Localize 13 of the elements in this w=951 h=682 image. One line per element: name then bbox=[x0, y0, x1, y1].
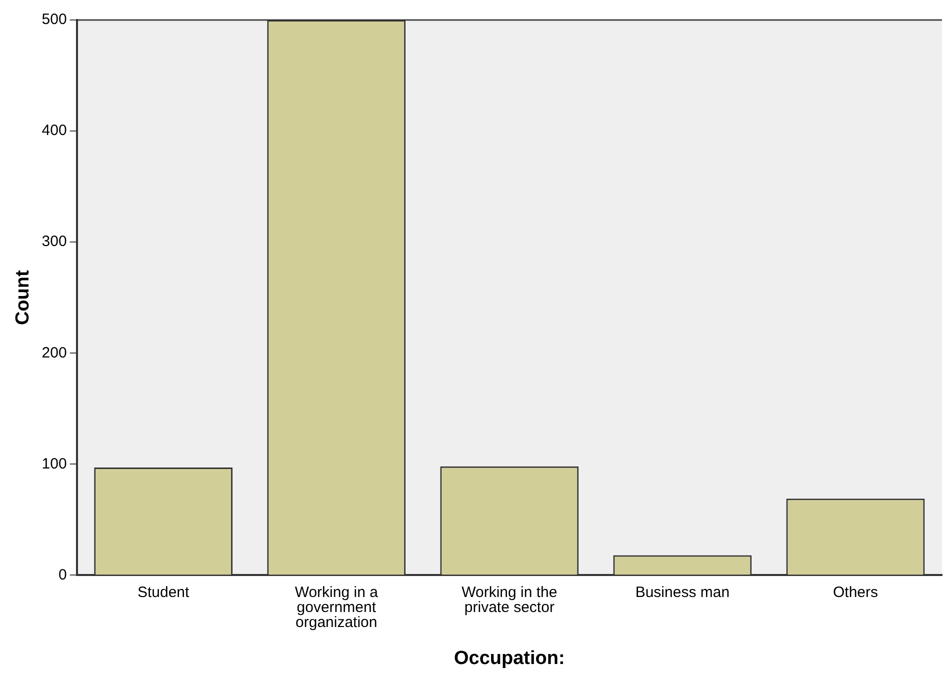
y-tick-label: 500 bbox=[42, 11, 67, 28]
y-tick-label: 300 bbox=[42, 233, 67, 250]
x-axis-title: Occupation: bbox=[454, 648, 565, 669]
x-tick-label: Working in a government organization bbox=[294, 584, 379, 631]
y-tick-label: 400 bbox=[42, 122, 67, 140]
x-tick-label: Working in the private sector bbox=[462, 584, 558, 616]
x-tick-label: Student bbox=[137, 584, 190, 601]
y-tick-label: 200 bbox=[42, 344, 67, 362]
y-axis-title: Count bbox=[12, 270, 34, 326]
x-tick-label: Others bbox=[832, 584, 878, 601]
y-tick-label: 0 bbox=[58, 566, 67, 584]
x-tick-label: Business man bbox=[635, 584, 730, 601]
y-tick-label: 100 bbox=[42, 455, 67, 472]
